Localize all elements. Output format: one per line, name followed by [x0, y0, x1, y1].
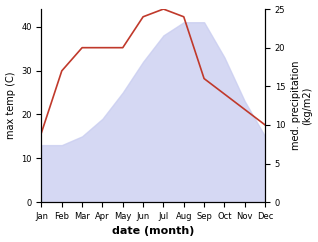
X-axis label: date (month): date (month)	[112, 227, 194, 236]
Y-axis label: max temp (C): max temp (C)	[5, 72, 16, 139]
Y-axis label: med. precipitation
(kg/m2): med. precipitation (kg/m2)	[291, 61, 313, 150]
